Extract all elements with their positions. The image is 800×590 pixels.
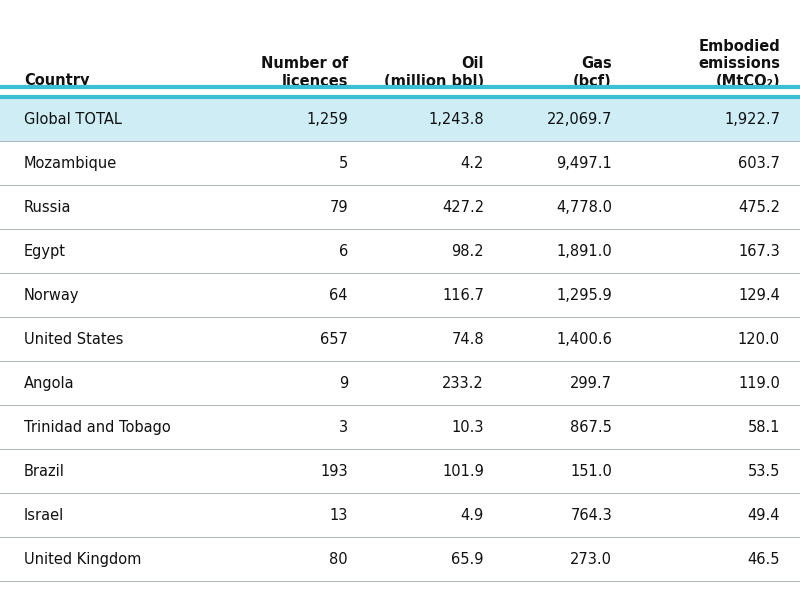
- Text: Gas
(bcf): Gas (bcf): [574, 56, 612, 88]
- Text: 4,778.0: 4,778.0: [556, 200, 612, 215]
- Text: 1,400.6: 1,400.6: [556, 332, 612, 347]
- Text: Oil
(million bbl): Oil (million bbl): [384, 56, 484, 88]
- Text: 79: 79: [330, 200, 348, 215]
- Text: 603.7: 603.7: [738, 156, 780, 171]
- Text: 10.3: 10.3: [451, 419, 484, 435]
- Text: 64: 64: [330, 288, 348, 303]
- Text: 867.5: 867.5: [570, 419, 612, 435]
- Text: 120.0: 120.0: [738, 332, 780, 347]
- Text: 193: 193: [320, 464, 348, 478]
- Text: 299.7: 299.7: [570, 376, 612, 391]
- Text: 22,069.7: 22,069.7: [546, 112, 612, 127]
- Text: Country: Country: [24, 74, 90, 88]
- Text: Number of
licences: Number of licences: [261, 56, 348, 88]
- Text: 119.0: 119.0: [738, 376, 780, 391]
- Text: 6: 6: [338, 244, 348, 259]
- Text: 151.0: 151.0: [570, 464, 612, 478]
- Text: Israel: Israel: [24, 507, 64, 523]
- Text: 74.8: 74.8: [451, 332, 484, 347]
- Text: 475.2: 475.2: [738, 200, 780, 215]
- Text: 764.3: 764.3: [570, 507, 612, 523]
- Text: Russia: Russia: [24, 200, 71, 215]
- Text: Brazil: Brazil: [24, 464, 65, 478]
- Text: 1,295.9: 1,295.9: [556, 288, 612, 303]
- Text: United Kingdom: United Kingdom: [24, 552, 142, 566]
- Text: 1,243.8: 1,243.8: [428, 112, 484, 127]
- Text: Angola: Angola: [24, 376, 74, 391]
- Text: Mozambique: Mozambique: [24, 156, 118, 171]
- Text: Embodied
emissions
(MtCO₂): Embodied emissions (MtCO₂): [698, 39, 780, 88]
- Text: 3: 3: [339, 419, 348, 435]
- Text: 9: 9: [338, 376, 348, 391]
- Text: 273.0: 273.0: [570, 552, 612, 566]
- Text: 53.5: 53.5: [748, 464, 780, 478]
- Text: 167.3: 167.3: [738, 244, 780, 259]
- Text: 5: 5: [338, 156, 348, 171]
- Bar: [0, 97, 800, 142]
- Text: 46.5: 46.5: [747, 552, 780, 566]
- Text: 1,922.7: 1,922.7: [724, 112, 780, 127]
- Text: Trinidad and Tobago: Trinidad and Tobago: [24, 419, 170, 435]
- Text: 1,891.0: 1,891.0: [556, 244, 612, 259]
- Text: Global TOTAL: Global TOTAL: [24, 112, 122, 127]
- Text: 65.9: 65.9: [451, 552, 484, 566]
- Text: 58.1: 58.1: [747, 419, 780, 435]
- Text: Egypt: Egypt: [24, 244, 66, 259]
- Text: 116.7: 116.7: [442, 288, 484, 303]
- Text: 80: 80: [330, 552, 348, 566]
- Text: 129.4: 129.4: [738, 288, 780, 303]
- Text: 13: 13: [330, 507, 348, 523]
- Text: 233.2: 233.2: [442, 376, 484, 391]
- Text: 4.9: 4.9: [461, 507, 484, 523]
- Text: 657: 657: [320, 332, 348, 347]
- Text: 9,497.1: 9,497.1: [556, 156, 612, 171]
- Text: United States: United States: [24, 332, 123, 347]
- Text: 4.2: 4.2: [461, 156, 484, 171]
- Text: 98.2: 98.2: [451, 244, 484, 259]
- Text: 101.9: 101.9: [442, 464, 484, 478]
- Text: 427.2: 427.2: [442, 200, 484, 215]
- Text: 1,259: 1,259: [306, 112, 348, 127]
- Text: Norway: Norway: [24, 288, 79, 303]
- Text: 49.4: 49.4: [747, 507, 780, 523]
